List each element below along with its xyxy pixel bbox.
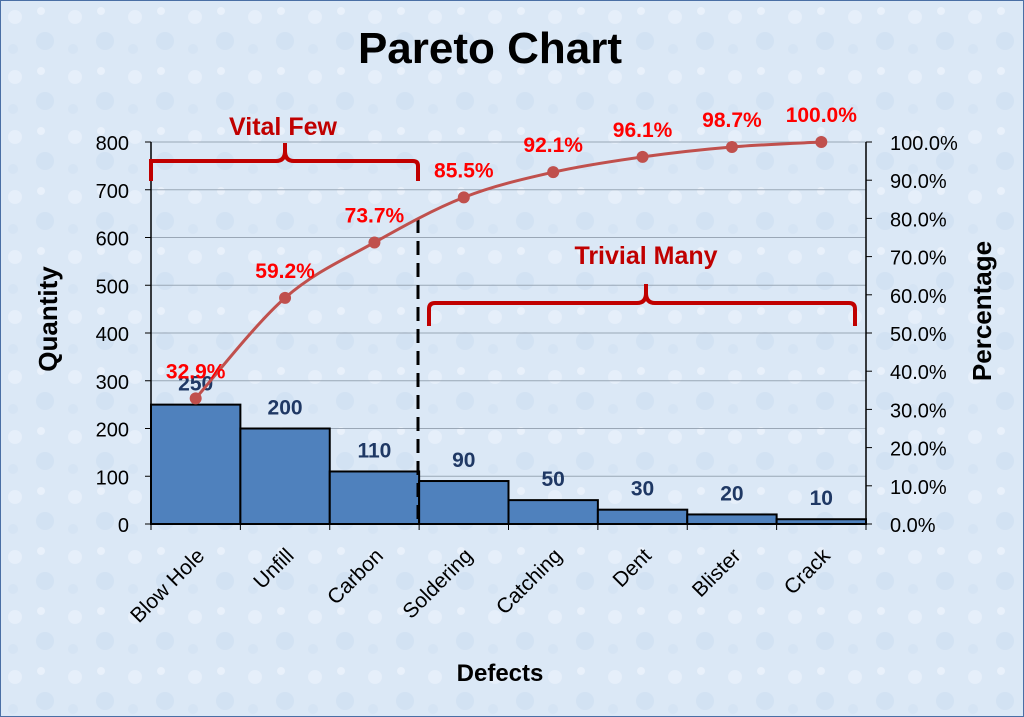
trivial-many-bracket: [427, 284, 857, 326]
percent-label: 85.5%: [434, 159, 494, 182]
right-axis: 0.0% 10.0% 20.0% 30.0% 40.0% 50.0% 60.0% 70.0% 8…: [865, 133, 958, 537]
bar-blister: [686, 513, 778, 526]
bar-catching: [507, 499, 599, 525]
cumulative-point: [279, 291, 292, 304]
y2-tick-label: 80.0%: [890, 209, 947, 231]
y2-tick-label: 20.0%: [890, 439, 947, 461]
bar-blow-hole: [150, 403, 242, 525]
cumulative-point: [547, 166, 560, 179]
y2-tick-label: 50.0%: [890, 324, 947, 346]
percent-label: 100.0%: [786, 104, 858, 127]
bar-crack: [775, 518, 867, 525]
y-tick-label: 200: [96, 420, 129, 442]
bar-soldering: [418, 480, 510, 525]
y-tick-label: 800: [96, 133, 129, 155]
y2-tick-label: 30.0%: [890, 400, 947, 422]
bar-value-label: 10: [810, 487, 833, 510]
percent-label: 92.1%: [523, 134, 583, 157]
percent-label: 96.1%: [613, 119, 673, 142]
vital-few-label: Vital Few: [229, 113, 337, 141]
cumulative-point: [457, 191, 470, 204]
cumulative-point: [368, 236, 381, 249]
bar-value-label: 110: [357, 439, 391, 462]
y-axis-label: Quantity: [33, 266, 63, 372]
cumulative-point: [636, 150, 649, 163]
bar-value-label: 200: [268, 397, 303, 420]
y2-tick-label: 40.0%: [890, 362, 947, 384]
cumulative-line: [189, 136, 828, 405]
cumulative-point: [815, 136, 828, 148]
bar-value-label: 30: [631, 478, 654, 501]
bar-carbon: [328, 470, 421, 526]
y-tick-label: 700: [96, 181, 129, 203]
y-tick-label: 100: [96, 467, 129, 489]
y2-axis-label: Percentage: [967, 241, 997, 381]
y-tick-label: 0: [118, 515, 129, 537]
y2-tick-label: 10.0%: [890, 477, 947, 499]
percent-label: 98.7%: [702, 109, 762, 132]
y2-tick-label: 100.0%: [890, 133, 958, 155]
y2-tick-label: 70.0%: [890, 248, 947, 270]
bar-value-label: 20: [720, 482, 743, 505]
y-tick-label: 400: [96, 324, 129, 346]
percent-label: 32.9%: [166, 360, 226, 383]
y-tick-label: 500: [96, 276, 129, 298]
y-tick-label: 300: [96, 372, 129, 394]
cumulative-point: [725, 140, 738, 153]
bar-value-label: 50: [542, 468, 565, 491]
chart-title: Pareto Chart: [358, 24, 622, 73]
y2-tick-label: 0.0%: [890, 515, 936, 537]
vital-few-bracket: [149, 143, 420, 181]
bar-dent: [596, 508, 689, 525]
trivial-many-label: Trivial Many: [574, 242, 717, 270]
percent-label: 59.2%: [255, 260, 315, 283]
y2-tick-label: 90.0%: [890, 171, 947, 193]
percent-labels: 32.9% 59.2% 73.7% 85.5% 92.1% 96.1% 98.7% 100.0…: [166, 104, 857, 383]
percent-label: 73.7%: [345, 204, 405, 227]
bar-value-label: 90: [452, 449, 475, 472]
x-axis-label: Defects: [457, 660, 544, 687]
bar-unfill: [239, 427, 331, 525]
y-tick-label: 600: [96, 229, 129, 251]
y2-tick-label: 60.0%: [890, 286, 947, 308]
cumulative-point: [189, 392, 202, 405]
bars: [150, 403, 867, 526]
